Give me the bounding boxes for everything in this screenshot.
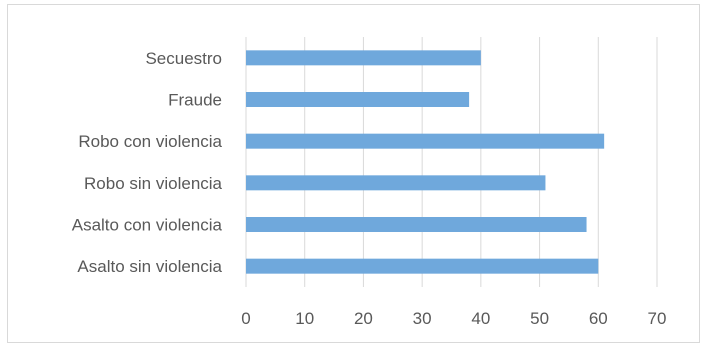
x-tick-label: 40 [471,309,490,328]
x-tick-label: 70 [648,309,667,328]
bar-layer [246,50,605,274]
category-labels: Secuestro Fraude Robo con violencia Robo si… [72,49,223,276]
bar-3 [246,175,546,191]
category-label: Robo con violencia [78,132,222,151]
x-tick-label: 60 [589,309,608,328]
x-tick-label: 30 [413,309,432,328]
x-tick-label: 0 [241,309,250,328]
bar-0 [246,50,481,66]
x-tick-label: 20 [354,309,373,328]
category-label: Asalto con violencia [72,216,223,235]
x-tick-label: 50 [530,309,549,328]
bar-2 [246,133,605,149]
x-tick-label: 10 [295,309,314,328]
category-label: Fraude [168,91,222,110]
x-axis-tick-labels: 0 10 20 30 40 50 60 70 [241,309,666,328]
bar-5 [246,258,599,274]
category-label: Asalto sin violencia [77,257,222,276]
bar-4 [246,217,587,232]
bar-1 [246,92,470,107]
category-label: Secuestro [145,49,222,68]
grid-layer [245,37,658,287]
category-label: Robo sin violencia [84,174,223,193]
